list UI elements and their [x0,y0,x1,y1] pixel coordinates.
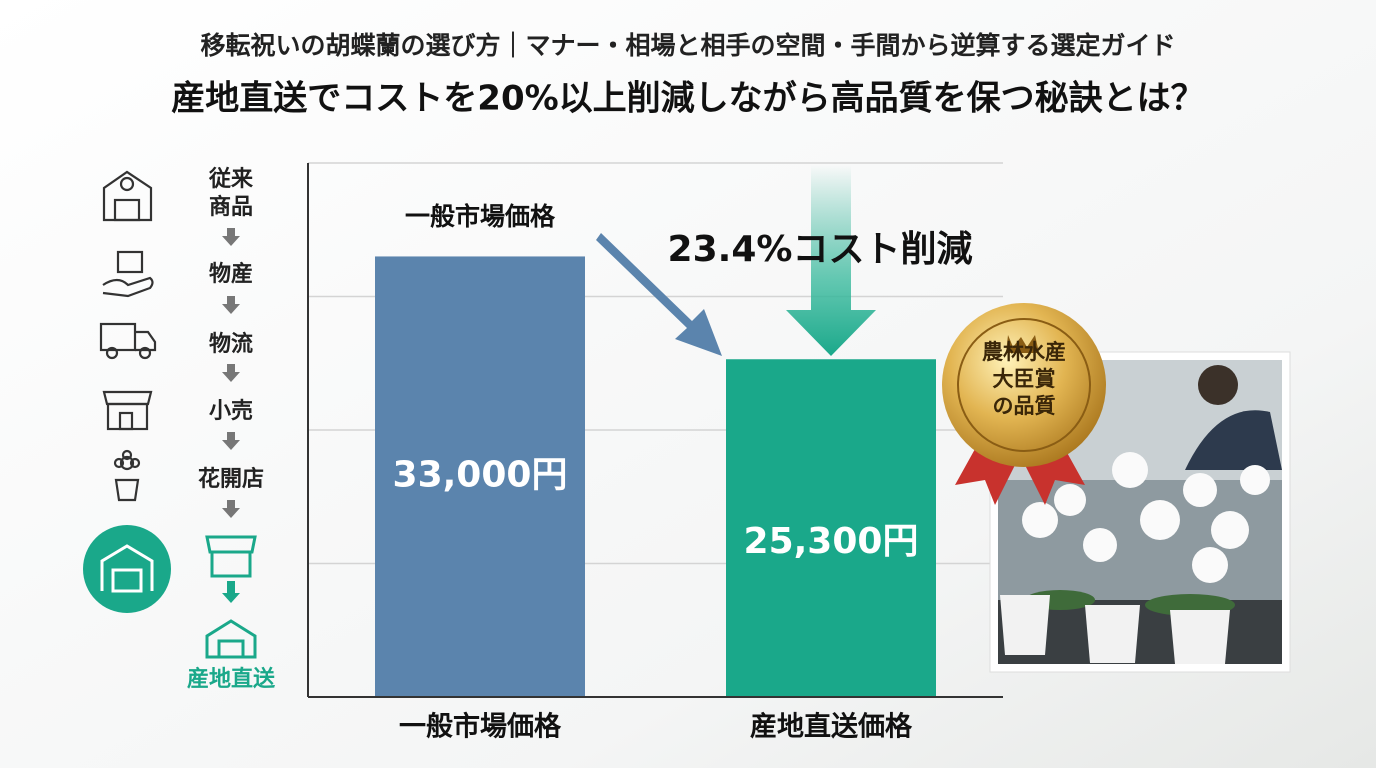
flow-step: 小売 [209,398,253,424]
value-label: 33,000円 [393,455,568,496]
flow-arrows [222,228,240,603]
bar-annotation: 一般市場価格 [405,202,556,231]
bar [726,359,936,697]
badge-text: 大臣賞 [993,367,1056,391]
x-tick-label: 産地直送価格 [750,711,913,743]
bar [375,256,585,697]
flow-step: 花開店 [198,466,264,492]
flow-icons [83,170,171,613]
decrease-arrows [596,165,876,356]
subtitle: 産地直送でコストを20%以上削減しながら高品質を保つ秘訣とは？ [171,79,1204,119]
badge-text: の品質 [993,394,1056,418]
flow-step: 商品 [209,194,253,220]
flow-step: 物流 [209,331,253,357]
title: 移転祝いの胡蝶蘭の選び方｜マナー・相場と相手の空間・手間から逆算する選定ガイド [200,31,1175,60]
savings-annotation: 23.4%コスト削減 [668,229,973,270]
award-badge [942,303,1106,505]
flow-step: 従来 [208,166,254,192]
flow-shop-icons [205,535,257,659]
x-tick-label: 一般市場価格 [399,711,562,743]
badge-text: 農林水産 [982,340,1066,364]
value-label: 25,300円 [744,521,919,562]
flow-step: 物産 [209,261,253,287]
flow-step: 産地直送 [187,666,275,692]
